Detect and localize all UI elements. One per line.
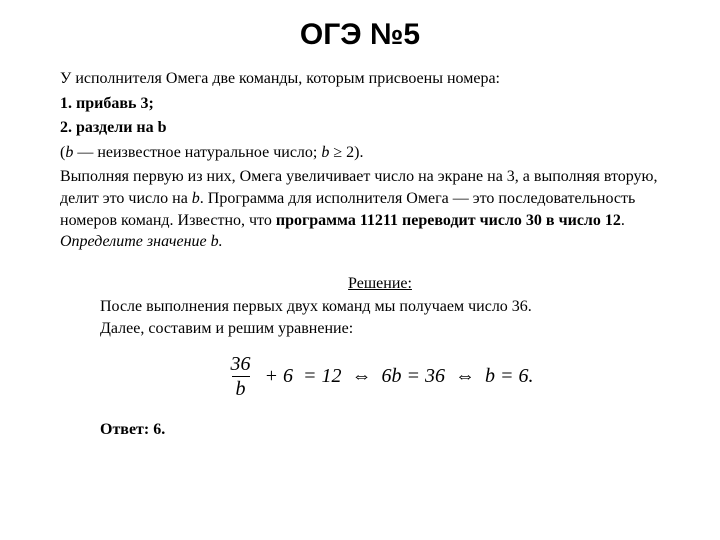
task-text: Определите значение b. [60,233,223,250]
problem-intro: У исполнителя Омега две команды, которым… [60,68,660,90]
eq-plus6: + 6 [265,363,294,390]
problem-body: Выполняя первую из них, Омега увеличивае… [60,166,660,252]
solution-line1: После выполнения первых двух команд мы п… [100,296,660,318]
body-part3: . [621,212,625,229]
command-1: 1. прибавь 3; [60,93,660,115]
note-ge: ≥ 2). [329,144,363,161]
note-mid: — неизвестное натуральное число; [73,144,321,161]
solution-heading: Решение: [100,273,660,295]
iff-icon: ⇔ [352,363,372,390]
problem-note: (b — неизвестное натуральное число; b ≥ … [60,142,660,164]
answer: Ответ: 6. [100,419,660,441]
eq-eq12: = 12 [303,363,342,390]
fraction-denominator: b [232,376,250,399]
equation: 36 b + 6 = 12 ⇔ 6b = 36 ⇔ b = 6. [100,354,660,399]
iff-icon-2: ⇔ [455,363,475,390]
problem-block: У исполнителя Омега две команды, которым… [60,68,660,253]
solution-line2: Далее, составим и решим уравнение: [100,318,660,340]
body-bold: программа 11211 переводит число 30 в чис… [276,212,621,229]
fraction: 36 b [227,354,255,399]
command-2: 2. раздели на b [60,117,660,139]
fraction-numerator: 36 [227,354,255,376]
solution-block: Решение: После выполнения первых двух ко… [100,273,660,440]
eq-step2: 6b = 36 [382,363,446,390]
page-title: ОГЭ №5 [60,18,660,52]
eq-step3: b = 6. [485,363,534,390]
body-var-b: b [192,190,200,207]
